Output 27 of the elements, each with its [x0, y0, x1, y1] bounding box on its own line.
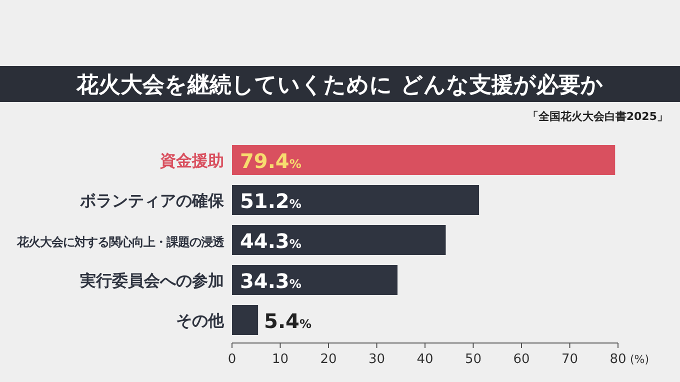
text: 「全国花火大会白書2025」: [527, 110, 668, 123]
bar: [232, 265, 398, 295]
x-tick-label: 20: [320, 352, 337, 367]
bar: [232, 225, 446, 255]
y-tick-label: 花火大会に対する関心向上・課題の浸透: [16, 235, 224, 249]
x-tick-label: 60: [513, 352, 530, 367]
bar: [232, 185, 480, 215]
bar: [232, 145, 616, 175]
x-tick-label: 40: [416, 352, 434, 367]
y-tick-label: 実行委員会への参加: [79, 271, 224, 290]
data-label: 79.4%: [240, 149, 302, 173]
data-label: 44.3%: [240, 229, 302, 253]
y-tick-label: ボランティアの確保: [79, 191, 225, 210]
y-tick-label: その他: [176, 311, 225, 330]
x-tick-label: 0: [228, 352, 236, 367]
data-label: 5.4%: [264, 309, 312, 333]
chart-title: 花火大会を継続していくために どんな支援が必要か: [76, 73, 604, 98]
bar: [232, 305, 258, 335]
x-tick-label: 50: [464, 352, 482, 367]
data-label: 34.3%: [240, 269, 302, 293]
x-tick-label: 10: [272, 352, 289, 367]
x-tick-label: 80: [610, 352, 626, 367]
y-tick-label: 資金援助: [159, 151, 224, 170]
x-tick-label: 30: [368, 352, 386, 367]
x-axis-title: (%): [630, 353, 650, 366]
data-label: 51.2%: [240, 189, 302, 213]
x-tick-label: 70: [561, 352, 578, 367]
